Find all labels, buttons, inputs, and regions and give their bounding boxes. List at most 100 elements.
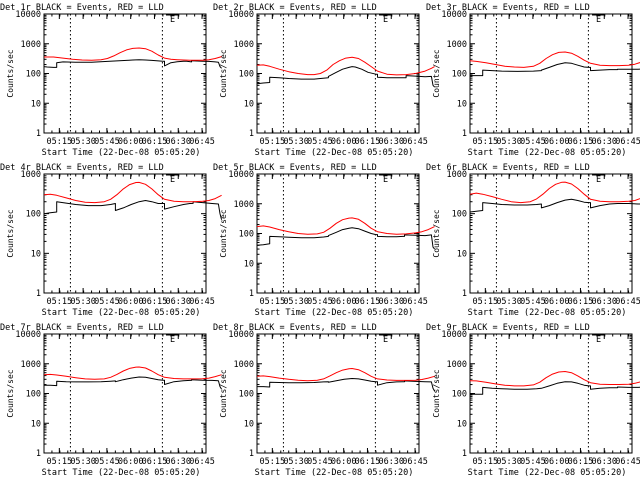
x-axis-label: Start Time (22-Dec-08 05:05:20) [42,148,201,158]
y-tick-label: 10 [31,249,41,259]
series-line-events [43,59,222,69]
y-tick-label: 10 [244,99,254,109]
x-tick-label: 05:15 [473,297,499,307]
y-tick-label: 1000 [234,40,254,50]
panel-title: Det 7r BLACK = Events, RED = LLD [0,323,164,333]
plot-frame [256,173,420,294]
x-tick-label: 05:30 [70,297,96,307]
x-axis-label: Start Time (22-Dec-08 05:05:20) [468,308,627,318]
x-tick-label: 06:00 [331,457,357,467]
legend-marker: E [383,15,388,25]
plot-frame [43,13,207,134]
x-tick-label: 06:15 [355,137,381,147]
y-tick-label: 1000 [234,360,254,370]
legend-marker: E [383,335,388,345]
y-tick-label: 10 [244,259,254,269]
x-tick-label: 06:30 [378,297,404,307]
plot-frame [256,13,420,134]
panel-title: Det 6r BLACK = Events, RED = LLD [426,163,590,173]
y-tick-label: 1000 [21,40,41,50]
series-line-events [470,62,640,77]
x-tick-label: 06:15 [568,457,594,467]
plot-frame [256,333,420,454]
x-tick-label: 06:15 [355,457,381,467]
legend-marker: E [170,335,175,345]
x-tick-label: 06:45 [189,457,215,467]
series-line-events [469,198,640,213]
x-tick-label: 06:30 [165,297,191,307]
series-line-lld [469,181,640,204]
legend-marker: E [170,175,175,185]
y-tick-label: 10000 [228,10,254,20]
series-line-events [256,227,435,250]
series-line-events [256,66,435,88]
y-tick-label: 10000 [228,330,254,340]
y-axis-label: Counts/sec [432,49,441,97]
x-tick-label: 06:45 [615,457,640,467]
x-tick-label: 06:00 [331,137,357,147]
y-axis-label: Counts/sec [6,209,15,257]
x-tick-label: 06:30 [378,457,404,467]
y-tick-label: 1 [462,129,467,139]
detector-panel-3: Det 3r BLACK = Events, RED = LLD10000100… [426,3,640,158]
y-tick-label: 10 [457,249,467,259]
y-tick-label: 1000 [21,170,41,180]
series-line-lld [44,47,222,61]
x-tick-label: 06:30 [165,457,191,467]
y-tick-label: 100 [26,70,41,80]
y-tick-label: 1 [462,449,467,459]
x-tick-label: 06:45 [615,137,640,147]
y-tick-label: 100 [239,70,254,80]
series-line-events [44,376,223,390]
x-tick-label: 05:15 [47,457,73,467]
x-tick-label: 05:15 [260,457,286,467]
y-tick-label: 100 [452,390,467,400]
detector-panel-1: Det 1r BLACK = Events, RED = LLD10000100… [0,3,222,158]
series-line-events [470,381,640,395]
detector-panel-7: Det 7r BLACK = Events, RED = LLD10000100… [0,323,223,478]
y-tick-label: 100 [452,70,467,80]
x-tick-label: 06:15 [355,297,381,307]
x-tick-label: 06:00 [544,137,570,147]
y-tick-label: 100 [26,390,41,400]
x-axis-label: Start Time (22-Dec-08 05:05:20) [255,468,414,478]
y-tick-label: 10000 [441,330,467,340]
x-tick-label: 05:30 [496,457,522,467]
x-tick-label: 05:15 [47,137,73,147]
x-tick-label: 05:30 [283,137,309,147]
x-tick-label: 06:15 [568,297,594,307]
plot-frame [43,333,207,454]
legend-marker: E [170,15,175,25]
x-tick-label: 06:15 [142,297,168,307]
legend-marker: E [596,335,601,345]
series-line-lld [256,56,435,76]
y-tick-label: 1000 [21,360,41,370]
y-axis-label: Counts/sec [432,369,441,417]
x-tick-label: 06:45 [402,137,428,147]
y-tick-label: 100 [26,210,41,220]
x-tick-label: 05:45 [307,297,333,307]
x-tick-label: 05:15 [473,137,499,147]
plot-frame [469,13,633,134]
y-axis-label: Counts/sec [432,209,441,257]
series-line-events [257,378,436,392]
x-axis-label: Start Time (22-Dec-08 05:05:20) [255,308,414,318]
x-tick-label: 06:15 [568,137,594,147]
y-tick-label: 10000 [15,330,41,340]
series-line-lld [469,371,640,387]
y-tick-label: 10 [31,419,41,429]
x-tick-label: 06:00 [118,137,144,147]
y-tick-label: 100 [239,390,254,400]
plot-frame [469,173,633,294]
y-tick-label: 100 [452,210,467,220]
x-tick-label: 06:00 [544,297,570,307]
y-tick-label: 10 [244,419,254,429]
detector-panel-9: Det 9r BLACK = Events, RED = LLD10000100… [426,323,640,478]
panel-title: Det 3r BLACK = Events, RED = LLD [426,3,590,13]
y-tick-label: 1 [249,129,254,139]
y-tick-label: 1 [36,129,41,139]
x-tick-label: 05:45 [94,137,120,147]
